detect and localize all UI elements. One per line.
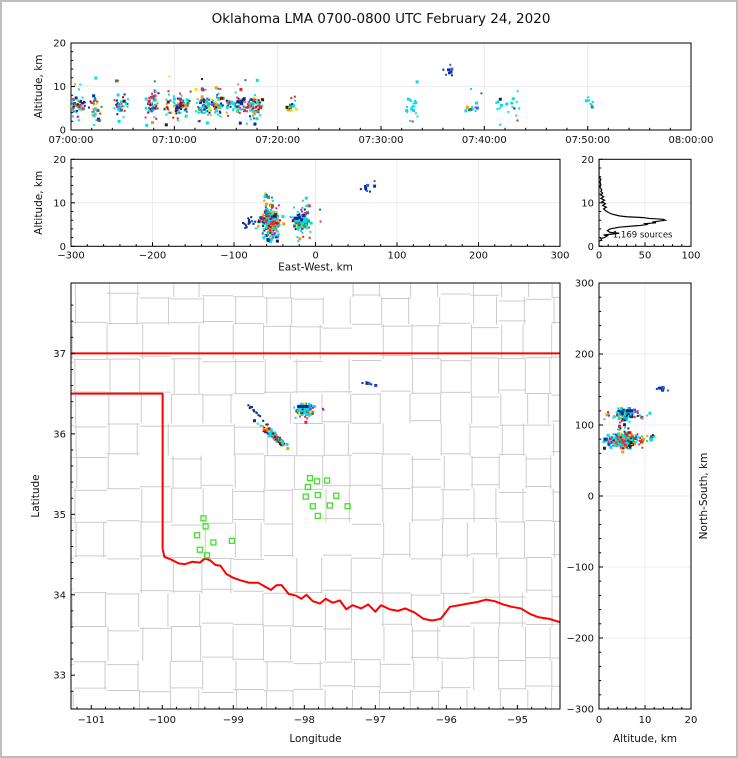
tick-label: 20 — [685, 715, 698, 726]
tick-label: 0 — [60, 126, 66, 137]
lma-station-marker — [306, 474, 314, 482]
tick-label: 33 — [53, 671, 66, 682]
ew-height-ylabel: Altitude, km — [33, 171, 45, 235]
lma-stations — [193, 474, 351, 559]
tick-label: −98 — [294, 715, 315, 726]
map-ylabel: Latitude — [30, 474, 42, 517]
ns-height-ylabel: North-South, km — [698, 453, 710, 540]
tick-label: −96 — [436, 715, 457, 726]
tick-label: 20 — [53, 39, 66, 50]
lma-station-marker — [210, 539, 217, 546]
tick-label: 07:10:00 — [152, 135, 197, 146]
lma-station-marker — [196, 546, 204, 553]
tick-label: −100 — [149, 715, 176, 726]
tick-label: −97 — [365, 715, 386, 726]
ns-height-xlabel: Altitude, km — [613, 733, 677, 745]
tick-label: 0 — [588, 492, 594, 503]
panel-ns-height-frame — [598, 282, 692, 710]
tick-label: −95 — [507, 715, 528, 726]
lma-station-marker — [203, 552, 211, 559]
lma-station-marker — [314, 491, 321, 499]
tick-label: 0 — [312, 250, 318, 261]
lma-station-marker — [309, 503, 316, 510]
tick-label: 0 — [596, 250, 602, 261]
county-lines — [71, 283, 560, 709]
tick-label: 100 — [387, 250, 406, 261]
lma-station-marker — [323, 477, 331, 484]
tick-label: 07:50:00 — [565, 135, 610, 146]
lma-station-marker — [344, 503, 351, 510]
lma-station-marker — [333, 492, 340, 499]
oklahoma-west-border — [71, 392, 164, 549]
figure-title: Oklahoma LMA 0700-0800 UTC February 24, … — [212, 11, 551, 27]
red-river-border — [161, 548, 560, 624]
lma-station-marker — [202, 523, 209, 530]
tick-label: 07:40:00 — [462, 135, 507, 146]
lightning-sources-ew-height — [242, 180, 377, 244]
lightning-sources-ns-height — [602, 385, 669, 454]
tick-label: 0 — [588, 242, 594, 253]
lma-station-marker — [313, 478, 321, 485]
lma-station-marker — [326, 502, 334, 509]
tick-label: 100 — [575, 421, 594, 432]
histogram-line — [599, 159, 668, 247]
tick-label: 0 — [596, 715, 602, 726]
tick-label: 200 — [469, 250, 488, 261]
panel-map-frame — [70, 282, 561, 710]
tick-label: −100 — [567, 563, 594, 574]
panel-ew-height: −300 −200 −100 0 100 200 300 0 10 20 Altitude, km E… — [33, 155, 570, 273]
tick-label: −300 — [567, 705, 594, 716]
tick-label: −100 — [220, 250, 247, 261]
tick-label: 0 — [60, 242, 66, 253]
tick-label: 10 — [639, 715, 652, 726]
tick-label: 08:00:00 — [669, 135, 714, 146]
panel-ns-height: 0 10 20 300 200 100 0 −100 −200 −300 Altitude, km N… — [567, 279, 710, 746]
tick-label: −200 — [139, 250, 166, 261]
tick-label: −200 — [567, 634, 594, 645]
tick-label: 34 — [53, 590, 66, 601]
map-xlabel: Longitude — [289, 733, 341, 745]
panel-histogram-frame — [598, 158, 692, 247]
tick-label: 300 — [575, 279, 594, 290]
lma-station-marker — [193, 532, 201, 539]
lma-station-marker — [228, 537, 236, 545]
tick-label: 07:30:00 — [359, 135, 404, 146]
histogram-line-group — [599, 159, 668, 247]
lightning-sources-time-height — [71, 63, 594, 127]
tick-label: 10 — [53, 198, 66, 209]
tick-label: 100 — [681, 250, 700, 261]
tick-label: −101 — [78, 715, 105, 726]
lma-station-marker — [200, 515, 207, 522]
panel-ew-height-frame — [70, 158, 561, 247]
tick-label: −300 — [57, 250, 84, 261]
tick-label: 07:00:00 — [49, 135, 94, 146]
lma-station-marker — [302, 493, 309, 500]
tick-label: 35 — [53, 510, 66, 521]
lightning-sources-map — [247, 381, 378, 451]
map-inner — [71, 283, 560, 709]
tick-label: 20 — [53, 155, 66, 166]
tick-label: −99 — [223, 715, 244, 726]
tick-label: 36 — [53, 429, 66, 440]
lma-station-marker — [304, 483, 312, 491]
time-height-ylabel: Altitude, km — [33, 54, 45, 118]
tick-label: 10 — [53, 82, 66, 93]
tick-label: 200 — [575, 350, 594, 361]
panel-time-height-frame — [70, 42, 692, 131]
tick-label: 07:20:00 — [255, 135, 300, 146]
panel-map: −101 −100 −99 −98 −97 −96 −95 33 34 35 36 37 Latitud… — [30, 283, 560, 745]
ew-height-xlabel: East-West, km — [278, 261, 353, 273]
tick-label: 300 — [550, 250, 569, 261]
lma-station-marker — [314, 512, 321, 520]
state-border — [71, 352, 560, 624]
tick-label: 20 — [581, 155, 594, 166]
tick-label: 10 — [581, 198, 594, 209]
sources-count-annotation: 1,169 sources — [613, 231, 673, 241]
tick-label: 50 — [639, 250, 652, 261]
tick-label: 37 — [53, 349, 66, 360]
